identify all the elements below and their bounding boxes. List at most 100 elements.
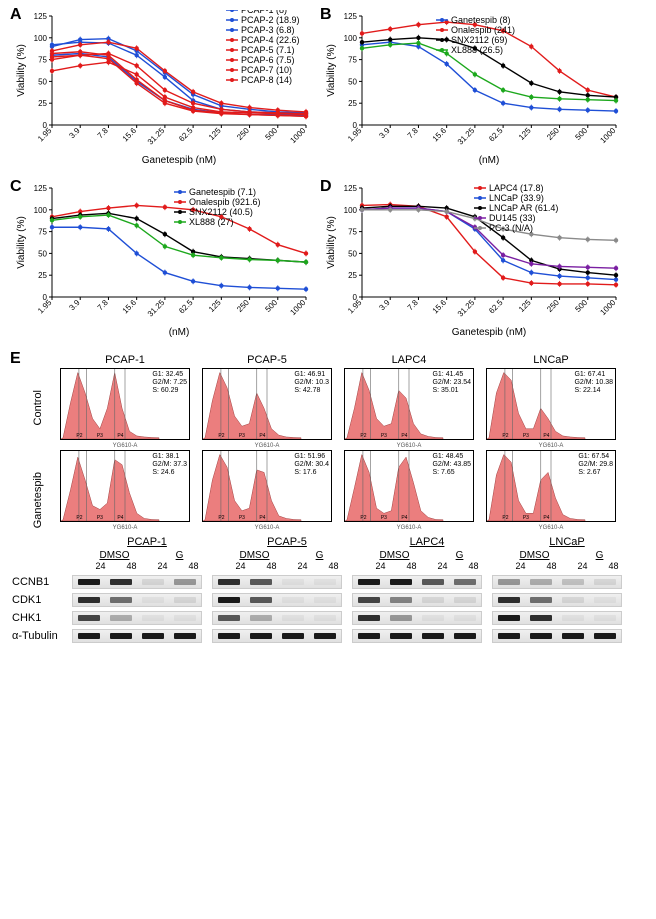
blot-band xyxy=(390,579,412,585)
blot-condition: DMSO xyxy=(227,550,282,561)
blot-sample-title: LNCaP xyxy=(502,536,632,548)
svg-text:Onalespib (241): Onalespib (241) xyxy=(451,25,515,35)
blot-time: 48 xyxy=(399,561,424,571)
svg-text:25: 25 xyxy=(38,271,47,280)
svg-text:15.6: 15.6 xyxy=(431,126,449,144)
facs-cell: LNCaPG1: 67.41G2/M: 10.38S: 22.14P2P3P4Y… xyxy=(486,354,616,444)
svg-text:PCAP-6 (7.5): PCAP-6 (7.5) xyxy=(241,55,295,65)
svg-text:125: 125 xyxy=(344,184,358,193)
facs-cell: LAPC4G1: 41.45G2/M: 23.54S: 35.01P2P3P4Y… xyxy=(344,354,474,444)
panel-A-label: A xyxy=(10,6,22,24)
svg-text:XL888 (27): XL888 (27) xyxy=(189,217,234,227)
svg-text:P2: P2 xyxy=(360,515,366,521)
blot-band xyxy=(530,597,552,603)
facs-row: G1: 38.1G2/M: 37.3S: 24.6P2P3P4YG610-AG1… xyxy=(60,450,644,526)
svg-text:P2: P2 xyxy=(502,515,508,521)
svg-text:125: 125 xyxy=(207,126,223,142)
blot-sample-col: LNCaPDMSOG24482448 xyxy=(502,536,632,571)
svg-text:P2: P2 xyxy=(502,433,508,439)
panel-C: C 02550751001251.953.97.815.631.2562.512… xyxy=(12,182,312,342)
svg-text:P4: P4 xyxy=(117,433,123,439)
svg-text:P3: P3 xyxy=(239,515,245,521)
svg-text:P4: P4 xyxy=(543,433,549,439)
svg-text:LNCaP AR (61.4): LNCaP AR (61.4) xyxy=(489,203,558,213)
blot-time: 24 xyxy=(570,561,595,571)
svg-text:PCAP-3 (6.8): PCAP-3 (6.8) xyxy=(241,25,295,35)
blot-time: 48 xyxy=(539,561,564,571)
svg-text:100: 100 xyxy=(344,34,358,43)
svg-text:1.95: 1.95 xyxy=(36,126,54,144)
panel-C-label: C xyxy=(10,178,22,196)
svg-text:31.25: 31.25 xyxy=(146,298,167,319)
svg-text:125: 125 xyxy=(517,126,533,142)
svg-text:(nM): (nM) xyxy=(479,155,500,165)
facs-title: LNCaP xyxy=(533,354,568,366)
blot-band xyxy=(142,633,164,639)
svg-text:Ganetespib (nM): Ganetespib (nM) xyxy=(452,327,526,337)
svg-text:1000: 1000 xyxy=(598,126,617,145)
facs-row: PCAP-1G1: 32.45G2/M: 7.25S: 60.29P2P3P4Y… xyxy=(60,354,644,444)
svg-text:(nM): (nM) xyxy=(169,327,190,337)
blot-band xyxy=(78,633,100,639)
blot-band xyxy=(110,597,132,603)
chart-C: 02550751001251.953.97.815.631.2562.51252… xyxy=(12,182,312,337)
svg-text:15.6: 15.6 xyxy=(431,298,449,316)
blot-band xyxy=(594,615,616,621)
svg-text:P4: P4 xyxy=(401,515,407,521)
blot-lane-set xyxy=(352,629,482,643)
blot-band xyxy=(562,633,584,639)
blot-band xyxy=(358,579,380,585)
blot-condition: DMSO xyxy=(507,550,562,561)
blot-band xyxy=(422,615,444,621)
svg-text:Viability (%): Viability (%) xyxy=(16,44,27,97)
blot-row: CCNB1 xyxy=(72,575,644,589)
blot-band xyxy=(218,597,240,603)
blot-band xyxy=(174,597,196,603)
svg-text:62.5: 62.5 xyxy=(177,298,195,316)
blot-protein-label: α-Tubulin xyxy=(12,630,72,642)
blot-band xyxy=(142,597,164,603)
facs-plot: G1: 46.91G2/M: 10.3S: 42.78P2P3P4YG610-A xyxy=(202,368,332,440)
blot-band xyxy=(142,579,164,585)
blot-condition: DMSO xyxy=(87,550,142,561)
blot-lane-set xyxy=(352,593,482,607)
svg-text:XL888 (26.5): XL888 (26.5) xyxy=(451,45,503,55)
blot-lane-set xyxy=(212,629,342,643)
blot-band xyxy=(78,615,100,621)
svg-text:75: 75 xyxy=(348,56,357,65)
blot-band xyxy=(110,579,132,585)
svg-text:LNCaP (33.9): LNCaP (33.9) xyxy=(489,193,544,203)
blot-lane-set xyxy=(492,575,622,589)
facs-row-label: Control xyxy=(32,390,44,425)
chart-A: 02550751001251.953.97.815.631.2562.51252… xyxy=(12,10,312,165)
svg-text:75: 75 xyxy=(38,228,47,237)
blot-band xyxy=(390,597,412,603)
blot-lane-set xyxy=(352,611,482,625)
blot-band xyxy=(314,579,336,585)
blot-band xyxy=(218,615,240,621)
svg-text:LAPC4 (17.8): LAPC4 (17.8) xyxy=(489,183,544,193)
blot-band xyxy=(78,579,100,585)
blot-band xyxy=(314,633,336,639)
chart-D: 02550751001251.953.97.815.631.2562.51252… xyxy=(322,182,622,337)
svg-text:1.95: 1.95 xyxy=(36,298,54,316)
svg-text:75: 75 xyxy=(348,228,357,237)
blot-lane-set xyxy=(352,575,482,589)
blot-band xyxy=(218,633,240,639)
svg-text:31.25: 31.25 xyxy=(456,126,477,147)
blot-band xyxy=(454,597,476,603)
svg-text:P4: P4 xyxy=(543,515,549,521)
blot-lane-set xyxy=(492,593,622,607)
svg-text:Ganetespib (8): Ganetespib (8) xyxy=(451,15,511,25)
blot-row: α-Tubulin xyxy=(72,629,644,643)
svg-text:25: 25 xyxy=(38,99,47,108)
blot-band xyxy=(390,615,412,621)
blot-band xyxy=(218,579,240,585)
svg-text:PC-3 (N/A): PC-3 (N/A) xyxy=(489,223,533,233)
blot-band xyxy=(358,615,380,621)
svg-text:SNX2112 (40.5): SNX2112 (40.5) xyxy=(189,207,253,217)
blot-lane-set xyxy=(492,629,622,643)
blot-condition: G xyxy=(572,550,627,561)
blot-band xyxy=(174,579,196,585)
blot-condition: G xyxy=(152,550,207,561)
